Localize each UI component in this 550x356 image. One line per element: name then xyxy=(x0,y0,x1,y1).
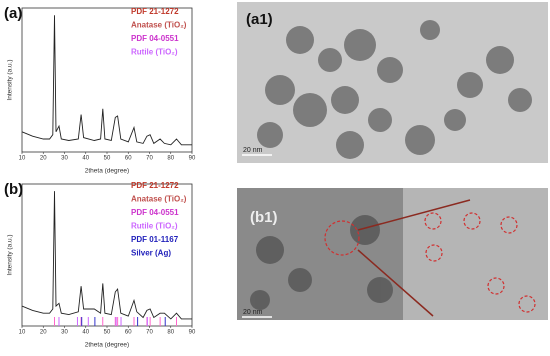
x-tick-label: 10 xyxy=(19,330,26,336)
legend-entry: PDF 04-0551 xyxy=(131,208,179,217)
x-tick-label: 20 xyxy=(40,330,47,336)
legend-entry: PDF 21-1272 xyxy=(131,181,179,190)
x-tick-label: 10 xyxy=(19,156,26,162)
legend-entry: PDF 01-1167 xyxy=(131,235,179,244)
x-tick-label: 70 xyxy=(146,330,153,336)
panel-label: (a1) xyxy=(246,11,273,28)
x-axis-label: 2theta (degree) xyxy=(85,168,129,175)
y-axis-label: Intensity (a.u.) xyxy=(7,59,14,100)
x-tick-label: 60 xyxy=(125,156,132,162)
y-axis-label: Intensity (a.u.) xyxy=(7,234,14,275)
x-axis-label: 2theta (degree) xyxy=(85,342,129,349)
x-tick-label: 70 xyxy=(146,156,153,162)
panel-label: (b1) xyxy=(250,209,278,226)
panel-label: (a) xyxy=(4,5,22,22)
x-tick-label: 30 xyxy=(61,330,68,336)
x-tick-label: 90 xyxy=(189,330,196,336)
xrd-pattern xyxy=(21,191,192,320)
x-tick-label: 80 xyxy=(167,330,174,336)
x-tick-label: 30 xyxy=(61,156,68,162)
legend-entry: Rutile (TiO₂) xyxy=(131,222,178,231)
legend-entry: Anatase (TiO₂) xyxy=(131,21,187,30)
x-tick-label: 40 xyxy=(82,156,89,162)
legend-entry: Silver (Ag) xyxy=(131,249,171,258)
tem-b1: (b1) 20 nm xyxy=(237,188,548,320)
legend-entry: Anatase (TiO₂) xyxy=(131,195,187,204)
legend-entry: PDF 04-0551 xyxy=(131,34,179,43)
scale-bar-label: 20 nm xyxy=(243,309,263,316)
legend-entry: PDF 21-1272 xyxy=(131,7,179,16)
x-tick-label: 80 xyxy=(167,156,174,162)
x-tick-label: 50 xyxy=(104,330,111,336)
x-tick-label: 90 xyxy=(189,156,196,162)
xrd-pattern xyxy=(21,15,192,146)
panel-label: (b) xyxy=(4,181,23,198)
scale-bar-label: 20 nm xyxy=(243,147,263,154)
tem-a1: (a1) 20 nm xyxy=(237,2,548,163)
x-tick-label: 50 xyxy=(104,156,111,162)
image-zoom xyxy=(403,188,548,320)
legend-entry: Rutile (TiO₂) xyxy=(131,48,178,57)
x-tick-label: 40 xyxy=(82,330,89,336)
x-tick-label: 60 xyxy=(125,330,132,336)
x-tick-label: 20 xyxy=(40,156,47,162)
